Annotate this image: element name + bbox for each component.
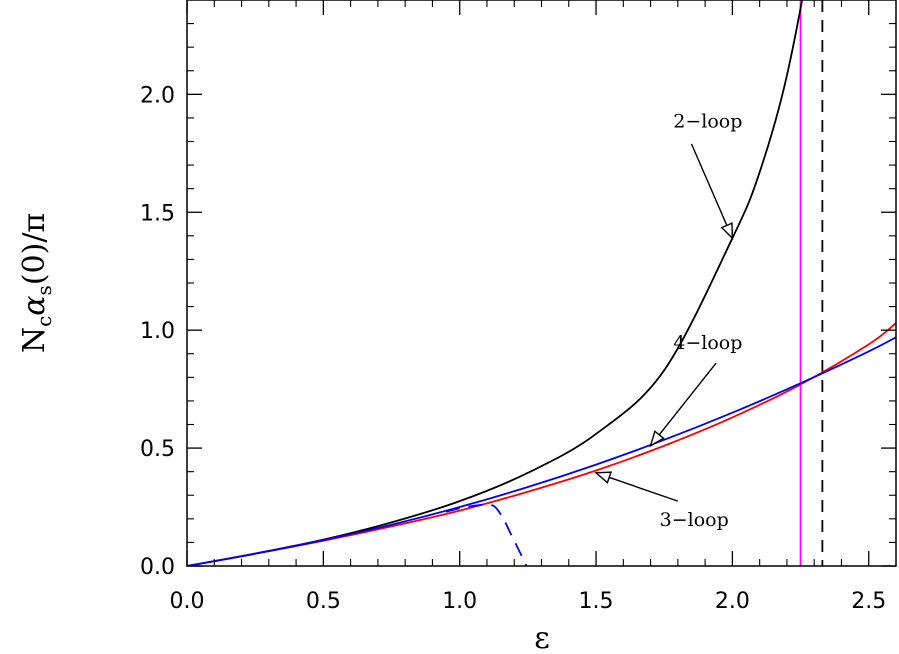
annotation-arrow-four: [650, 362, 717, 447]
annotation-label-two: 2−loop: [673, 110, 742, 132]
y-tick-label: 0.0: [140, 555, 175, 580]
series-line-four: [187, 336, 896, 566]
annotation-label-three: 3−loop: [660, 509, 729, 531]
y-axis-title-sub-c: c: [32, 316, 56, 327]
svg-text:Ncαs(0)/π: Ncαs(0)/π: [17, 213, 56, 353]
x-tick-label: 2.0: [715, 589, 750, 614]
annotation-arrowhead-four: [649, 430, 665, 448]
y-tick-label: 2.0: [140, 83, 175, 108]
y-axis-title-rest: (0)/π: [17, 213, 52, 285]
x-tick-label: 2.5: [851, 589, 886, 614]
y-axis-title-alpha: α: [17, 295, 52, 315]
series-line-two: [187, 0, 803, 566]
x-axis-title: ε: [534, 621, 550, 654]
x-tick-label: 1.0: [442, 589, 477, 614]
plot-frame: [186, 0, 897, 567]
x-tick-label: 0.5: [306, 589, 341, 614]
x-tick-label: 0.0: [170, 589, 205, 614]
annotation-label-four: 4−loop: [673, 332, 742, 354]
series-line-blue-dashed: [445, 503, 528, 566]
annotation-arrow-two: [690, 143, 734, 239]
annotation-layer: 2−loop 4−loop 3−loop: [594, 110, 742, 531]
y-tick-label: 1.5: [140, 201, 175, 226]
series-layer: [187, 0, 896, 566]
y-axis-title: Ncαs(0)/π: [17, 213, 56, 353]
ticks-layer: 0.0 0.5 1.0 1.5 2.0 2.5 0.0 0.5 1.0 1.5 2.0: [140, 0, 896, 614]
y-tick-label: 1.0: [140, 319, 175, 344]
x-tick-label: 1.5: [579, 589, 614, 614]
annotation-arrowhead-two: [720, 222, 734, 240]
y-tick-label: 0.5: [140, 437, 175, 462]
y-axis-title-sub-s: s: [32, 285, 56, 295]
series-line-three: [187, 322, 896, 566]
y-axis-title-n: N: [17, 327, 52, 353]
annotation-arrowhead-three: [594, 471, 613, 484]
